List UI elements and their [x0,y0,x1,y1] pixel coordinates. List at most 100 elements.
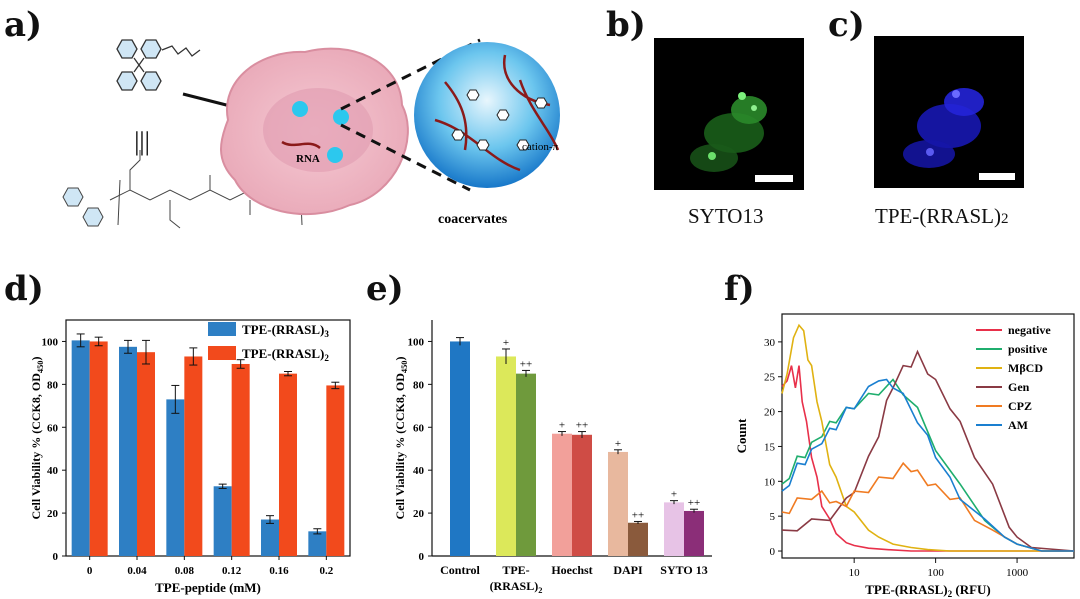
y-tick-label: 5 [770,511,776,523]
y-tick-label: 10 [764,476,776,488]
series-line [781,461,1074,552]
bar [166,399,185,556]
bar [71,340,90,556]
plot-frame [65,319,351,557]
panel-f-line-chart: 0 5 10 15 20 25 30 10 100 1000 negative positive MβC… [734,313,1075,599]
y-axis-label: Cell Viability % (CCK8, OD450) [393,357,409,520]
panel-d-bar-chart: 0 20 40 60 80 100 0 0.04 0.08 0.12 0.16 0.2 TPE-pept… [29,319,351,595]
bar [137,352,155,556]
y-tick-label: 25 [764,372,776,384]
coacervate-droplet-icon [414,42,560,188]
x-tick-label: 0.16 [269,565,289,577]
bar [119,346,137,556]
droplet-icon [292,101,308,117]
panel-b-letter: b) [606,5,646,45]
bar [279,373,297,556]
x-tick-label: Hoechst [551,563,592,577]
bar [628,522,648,556]
coacervates-label: coacervates [438,212,508,227]
legend-label: negative [1008,323,1051,337]
legend-label: TPE-(RRASL)2 [242,346,329,363]
tpe-rrasl2-caption: TPE-(RRASL)2 [875,204,1009,228]
bar [231,363,250,556]
y-tick-label: 60 [47,422,59,434]
y-tick-label: 100 [408,336,425,348]
tpe-molecule-icon [116,39,201,91]
droplet-icon [333,109,349,125]
significance-mark: ++ [576,420,588,432]
panel-a-letter: a) [4,5,43,45]
peptide-structure-icon [62,150,303,229]
bar [261,519,279,556]
y-tick-label: 15 [764,441,776,453]
bar [552,433,572,556]
significance-mark: ++ [520,358,532,370]
bar [496,356,516,556]
legend-swatch [208,346,236,360]
significance-mark: + [615,438,621,450]
syto13-caption: SYTO13 [688,204,764,228]
x-tick-label: (RRASL)2 [490,579,543,595]
bar [664,502,684,556]
legend-label: positive [1008,342,1048,356]
legend-label: AM [1008,418,1028,432]
scale-bar [755,175,793,182]
series-line [781,378,1074,552]
rna-label: RNA [296,153,320,165]
significance-mark: + [559,420,565,432]
y-tick-label: 100 [42,336,59,348]
bar [516,373,536,556]
significance-mark: ++ [688,497,700,509]
bar [326,385,345,556]
bar [608,451,628,556]
y-tick-label: 0 [53,551,59,563]
y-tick-label: 0 [770,546,776,558]
equivalence-symbol: ||| [134,127,150,156]
significance-mark: + [671,489,677,501]
x-tick-label: TPE- [502,563,529,577]
significance-mark: ++ [632,509,644,521]
rna-strand-icon [281,140,321,150]
legend-label: TPE-(RRASL)3 [242,322,329,339]
bar [308,531,327,556]
scale-bar [979,173,1015,180]
y-tick-label: 80 [413,379,425,391]
x-axis-label: TPE-(RRASL)2 (RFU) [865,582,991,599]
legend-label: MβCD [1008,361,1043,375]
x-tick-label: 0 [87,565,93,577]
x-tick-label: 100 [927,567,944,579]
y-tick-label: 40 [47,465,59,477]
bar [184,356,203,556]
nucleus-icon [263,88,373,172]
x-tick-label: SYTO 13 [660,563,707,577]
bar [213,486,232,556]
y-tick-label: 20 [47,508,59,520]
y-axis-label: Count [734,418,749,453]
x-tick-label: 0.2 [319,565,333,577]
x-axis-label: TPE-peptide (mM) [155,580,261,595]
plot-frame [781,313,1075,559]
x-tick-label: DAPI [613,563,643,577]
series-line [781,365,1074,552]
tpe-rrasl2-micrograph [874,36,1024,188]
y-tick-label: 0 [419,551,425,563]
y-tick-label: 60 [413,422,425,434]
x-tick-label: 0.08 [175,565,195,577]
bar [572,434,592,556]
panel-a-schematic: ||| RNA cation-π coacervates [62,38,560,229]
legend-label: CPZ [1008,399,1032,413]
x-tick-label: Control [440,563,480,577]
panel-e-letter: e) [366,269,404,309]
bar [684,510,704,556]
panel-f-letter: f) [724,269,755,309]
series-line [781,349,1075,552]
x-tick-label: 0.12 [222,565,242,577]
y-tick-label: 20 [764,407,776,419]
bar [89,341,108,556]
cation-pi-label: cation-π [522,141,559,153]
y-axis-label: Cell Viability % (CCK8, OD450) [29,357,45,520]
significance-mark: + [503,337,509,349]
x-tick-label: 10 [849,567,861,579]
panel-d-letter: d) [4,269,44,309]
